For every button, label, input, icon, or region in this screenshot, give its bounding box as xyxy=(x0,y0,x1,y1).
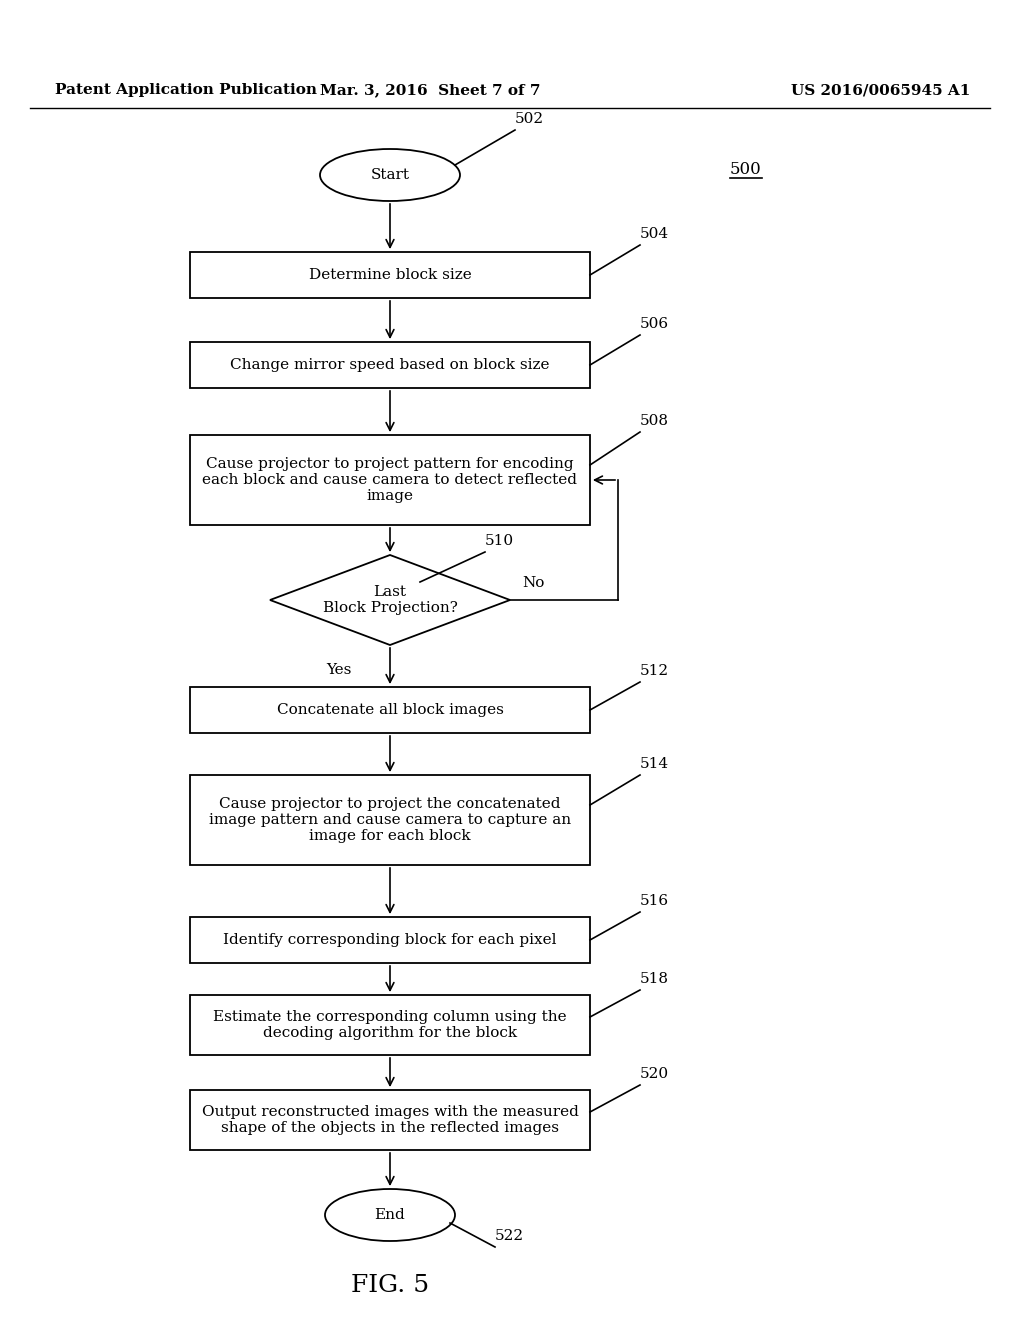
Text: Start: Start xyxy=(371,168,410,182)
FancyBboxPatch shape xyxy=(190,342,590,388)
Text: 520: 520 xyxy=(640,1067,669,1081)
Text: 518: 518 xyxy=(640,972,669,986)
FancyBboxPatch shape xyxy=(190,252,590,298)
Text: Last
Block Projection?: Last Block Projection? xyxy=(323,585,458,615)
Text: Yes: Yes xyxy=(327,663,352,677)
Text: Mar. 3, 2016  Sheet 7 of 7: Mar. 3, 2016 Sheet 7 of 7 xyxy=(319,83,541,96)
Text: Concatenate all block images: Concatenate all block images xyxy=(276,704,504,717)
Text: Identify corresponding block for each pixel: Identify corresponding block for each pi… xyxy=(223,933,557,946)
Text: 516: 516 xyxy=(640,894,669,908)
FancyBboxPatch shape xyxy=(190,1090,590,1150)
Text: 506: 506 xyxy=(640,317,669,331)
Text: 510: 510 xyxy=(485,535,514,548)
Text: 514: 514 xyxy=(640,756,669,771)
Text: Determine block size: Determine block size xyxy=(308,268,471,282)
FancyBboxPatch shape xyxy=(190,917,590,964)
Polygon shape xyxy=(270,554,510,645)
Text: 504: 504 xyxy=(640,227,669,242)
Text: Cause projector to project the concatenated
image pattern and cause camera to ca: Cause projector to project the concatena… xyxy=(209,797,571,843)
FancyBboxPatch shape xyxy=(190,775,590,865)
Text: US 2016/0065945 A1: US 2016/0065945 A1 xyxy=(791,83,970,96)
Text: 502: 502 xyxy=(515,112,544,125)
Text: Change mirror speed based on block size: Change mirror speed based on block size xyxy=(230,358,550,372)
Text: No: No xyxy=(522,576,545,590)
Ellipse shape xyxy=(319,149,460,201)
Text: Output reconstructed images with the measured
shape of the objects in the reflec: Output reconstructed images with the mea… xyxy=(202,1105,579,1135)
FancyBboxPatch shape xyxy=(190,436,590,525)
Text: 500: 500 xyxy=(730,161,762,178)
Text: Estimate the corresponding column using the
decoding algorithm for the block: Estimate the corresponding column using … xyxy=(213,1010,567,1040)
Text: FIG. 5: FIG. 5 xyxy=(351,1274,429,1296)
Text: End: End xyxy=(375,1208,406,1222)
FancyBboxPatch shape xyxy=(190,995,590,1055)
Text: 522: 522 xyxy=(495,1229,524,1243)
Text: Patent Application Publication: Patent Application Publication xyxy=(55,83,317,96)
Ellipse shape xyxy=(325,1189,455,1241)
FancyBboxPatch shape xyxy=(190,686,590,733)
Text: Cause projector to project pattern for encoding
each block and cause camera to d: Cause projector to project pattern for e… xyxy=(203,457,578,503)
Text: 512: 512 xyxy=(640,664,669,678)
Text: 508: 508 xyxy=(640,414,669,428)
